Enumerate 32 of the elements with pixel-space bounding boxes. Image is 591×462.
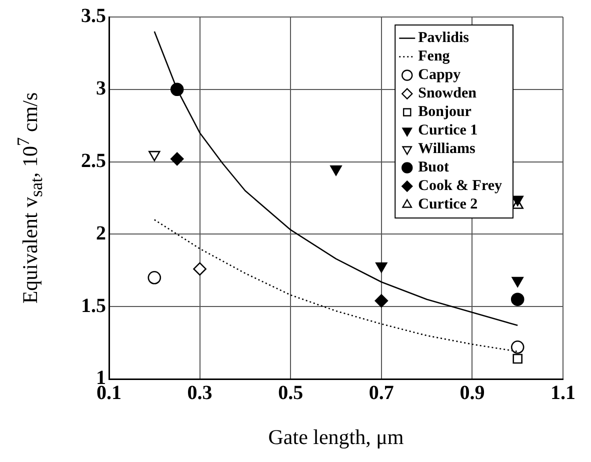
y-tick-label: 3 [96,78,106,100]
point [330,165,342,176]
point [148,150,160,162]
legend-label: Curtice 1 [418,122,478,139]
point [512,354,522,364]
legend-label: Cook & Frey [418,178,502,194]
legend-label: Bonjour [418,104,472,120]
y-tick-label: 1.5 [81,294,106,317]
x-tick-label: 0.3 [187,382,212,404]
point [512,276,524,288]
point [510,340,524,354]
x-tick-label: 0.9 [460,382,485,404]
legend-label: Snowden [418,86,478,102]
x-tick-label: 0.5 [278,382,304,404]
y-tick-label: 2.5 [81,150,106,172]
legend-label: Feng [418,48,450,65]
point [376,262,388,273]
y-tick-label: 3.5 [81,5,106,28]
legend-label: Cappy [418,67,462,84]
point [170,152,184,166]
point [148,270,162,284]
x-tick-label: 0.7 [368,382,394,404]
legend-label: Buot [418,160,449,176]
legend-label: Curtice 2 [418,196,478,213]
x-axis-title: Gate length, μm [267,425,405,450]
y-tick-label: 2 [96,222,106,244]
point [193,262,206,276]
point [510,292,524,306]
x-tick-label: 1.1 [550,382,576,404]
legend-label: Pavlidis [418,30,470,46]
point [374,294,388,308]
legend-label: Williams [418,141,476,158]
